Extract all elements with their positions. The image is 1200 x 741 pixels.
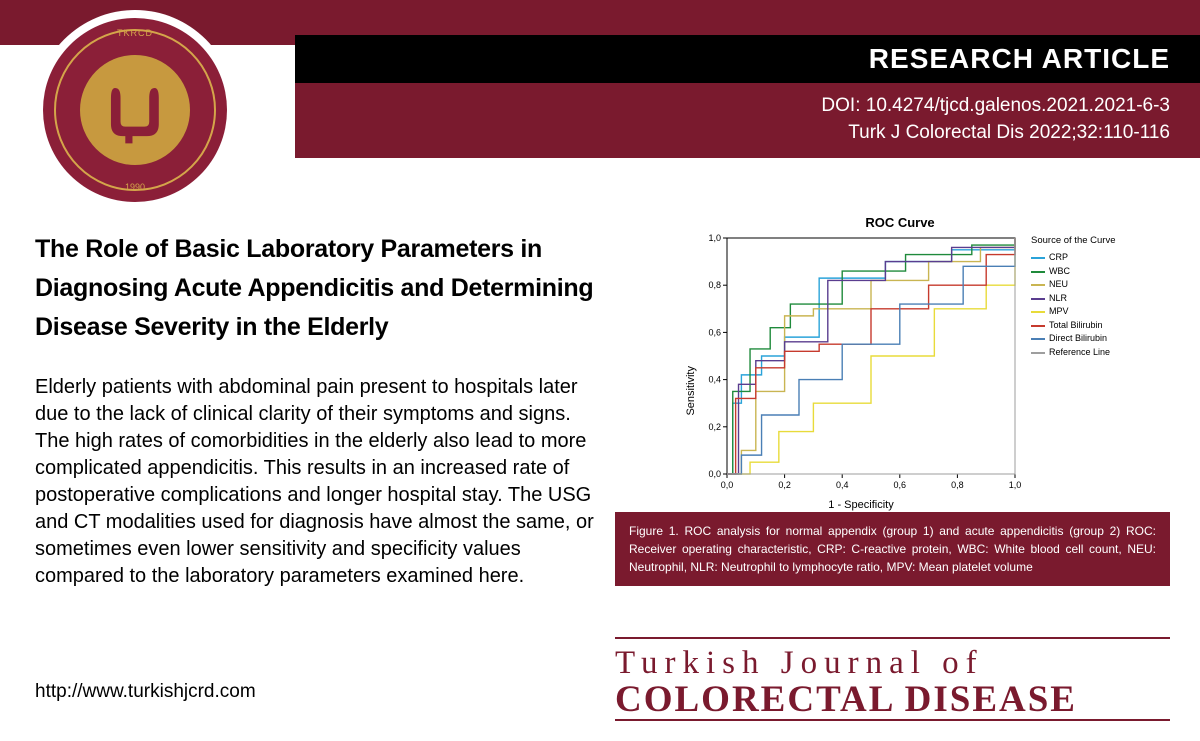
logo-year: 1990 — [125, 182, 145, 192]
chart-legend: Source of the Curve CRPWBCNEUNLRMPVTotal… — [1031, 234, 1116, 359]
journal-logo: TKRCD 1990 — [35, 10, 235, 210]
svg-text:0,0: 0,0 — [721, 480, 734, 490]
legend-swatch — [1031, 271, 1045, 273]
doi-citation-bar: DOI: 10.4274/tjcd.galenos.2021.2021-6-3 … — [295, 83, 1200, 158]
legend-label: Direct Bilirubin — [1049, 332, 1107, 346]
svg-text:1,0: 1,0 — [1009, 480, 1021, 490]
legend-label: WBC — [1049, 265, 1070, 279]
colon-icon — [99, 74, 171, 146]
article-abstract: Elderly patients with abdominal pain pre… — [35, 374, 595, 590]
svg-text:1,0: 1,0 — [708, 234, 721, 243]
citation-text: Turk J Colorectal Dis 2022;32:110-116 — [325, 120, 1170, 147]
legend-item: MPV — [1031, 305, 1116, 319]
legend-swatch — [1031, 338, 1045, 340]
legend-item: CRP — [1031, 251, 1116, 265]
chart-ylabel: Sensitivity — [685, 346, 697, 416]
legend-swatch — [1031, 284, 1045, 286]
legend-label: NLR — [1049, 292, 1067, 306]
brand-line1: Turkish Journal of — [615, 645, 1170, 682]
legend-label: NEU — [1049, 278, 1068, 292]
legend-item: Direct Bilirubin — [1031, 332, 1116, 346]
chart-xlabel: 1 - Specificity — [701, 499, 1021, 511]
legend-item: Reference Line — [1031, 346, 1116, 360]
legend-item: NLR — [1031, 292, 1116, 306]
svg-text:0,4: 0,4 — [836, 480, 849, 490]
roc-chart: ROC Curve Sensitivity 0,00,00,20,20,40,4… — [670, 210, 1170, 532]
svg-text:0,8: 0,8 — [951, 480, 964, 490]
article-content: The Role of Basic Laboratory Parameters … — [35, 230, 595, 590]
legend-label: Total Bilirubin — [1049, 319, 1103, 333]
svg-text:0,4: 0,4 — [708, 375, 721, 385]
figure-panel: ROC Curve Sensitivity 0,00,00,20,20,40,4… — [670, 210, 1170, 532]
legend-swatch — [1031, 352, 1045, 354]
figure-caption: Figure 1. ROC analysis for normal append… — [615, 512, 1170, 586]
brand-line2: COLORECTAL DISEASE — [615, 682, 1170, 717]
article-type-label: RESEARCH ARTICLE — [295, 35, 1200, 83]
legend-title: Source of the Curve — [1031, 234, 1116, 248]
article-title: The Role of Basic Laboratory Parameters … — [35, 230, 595, 346]
legend-label: MPV — [1049, 305, 1069, 319]
svg-text:0,2: 0,2 — [778, 480, 791, 490]
svg-text:0,2: 0,2 — [708, 422, 721, 432]
legend-item: NEU — [1031, 278, 1116, 292]
header-right-block: RESEARCH ARTICLE DOI: 10.4274/tjcd.galen… — [295, 35, 1200, 158]
legend-label: Reference Line — [1049, 346, 1110, 360]
legend-swatch — [1031, 325, 1045, 327]
svg-text:0,0: 0,0 — [708, 469, 721, 479]
legend-swatch — [1031, 257, 1045, 259]
journal-brand: Turkish Journal of COLORECTAL DISEASE — [615, 637, 1170, 721]
legend-label: CRP — [1049, 251, 1068, 265]
svg-text:0,6: 0,6 — [894, 480, 907, 490]
svg-text:0,8: 0,8 — [708, 280, 721, 290]
legend-swatch — [1031, 298, 1045, 300]
chart-title: ROC Curve — [635, 215, 1165, 230]
legend-item: Total Bilirubin — [1031, 319, 1116, 333]
journal-url[interactable]: http://www.turkishjcrd.com — [35, 681, 256, 703]
legend-item: WBC — [1031, 265, 1116, 279]
legend-swatch — [1031, 311, 1045, 313]
doi-text: DOI: 10.4274/tjcd.galenos.2021.2021-6-3 — [325, 93, 1170, 120]
svg-text:0,6: 0,6 — [708, 327, 721, 337]
roc-svg: 0,00,0 0,2 0,2 0,4 0,4 0,6 0,6 0,8 0,8 1,0 1,0 — [701, 234, 1021, 492]
